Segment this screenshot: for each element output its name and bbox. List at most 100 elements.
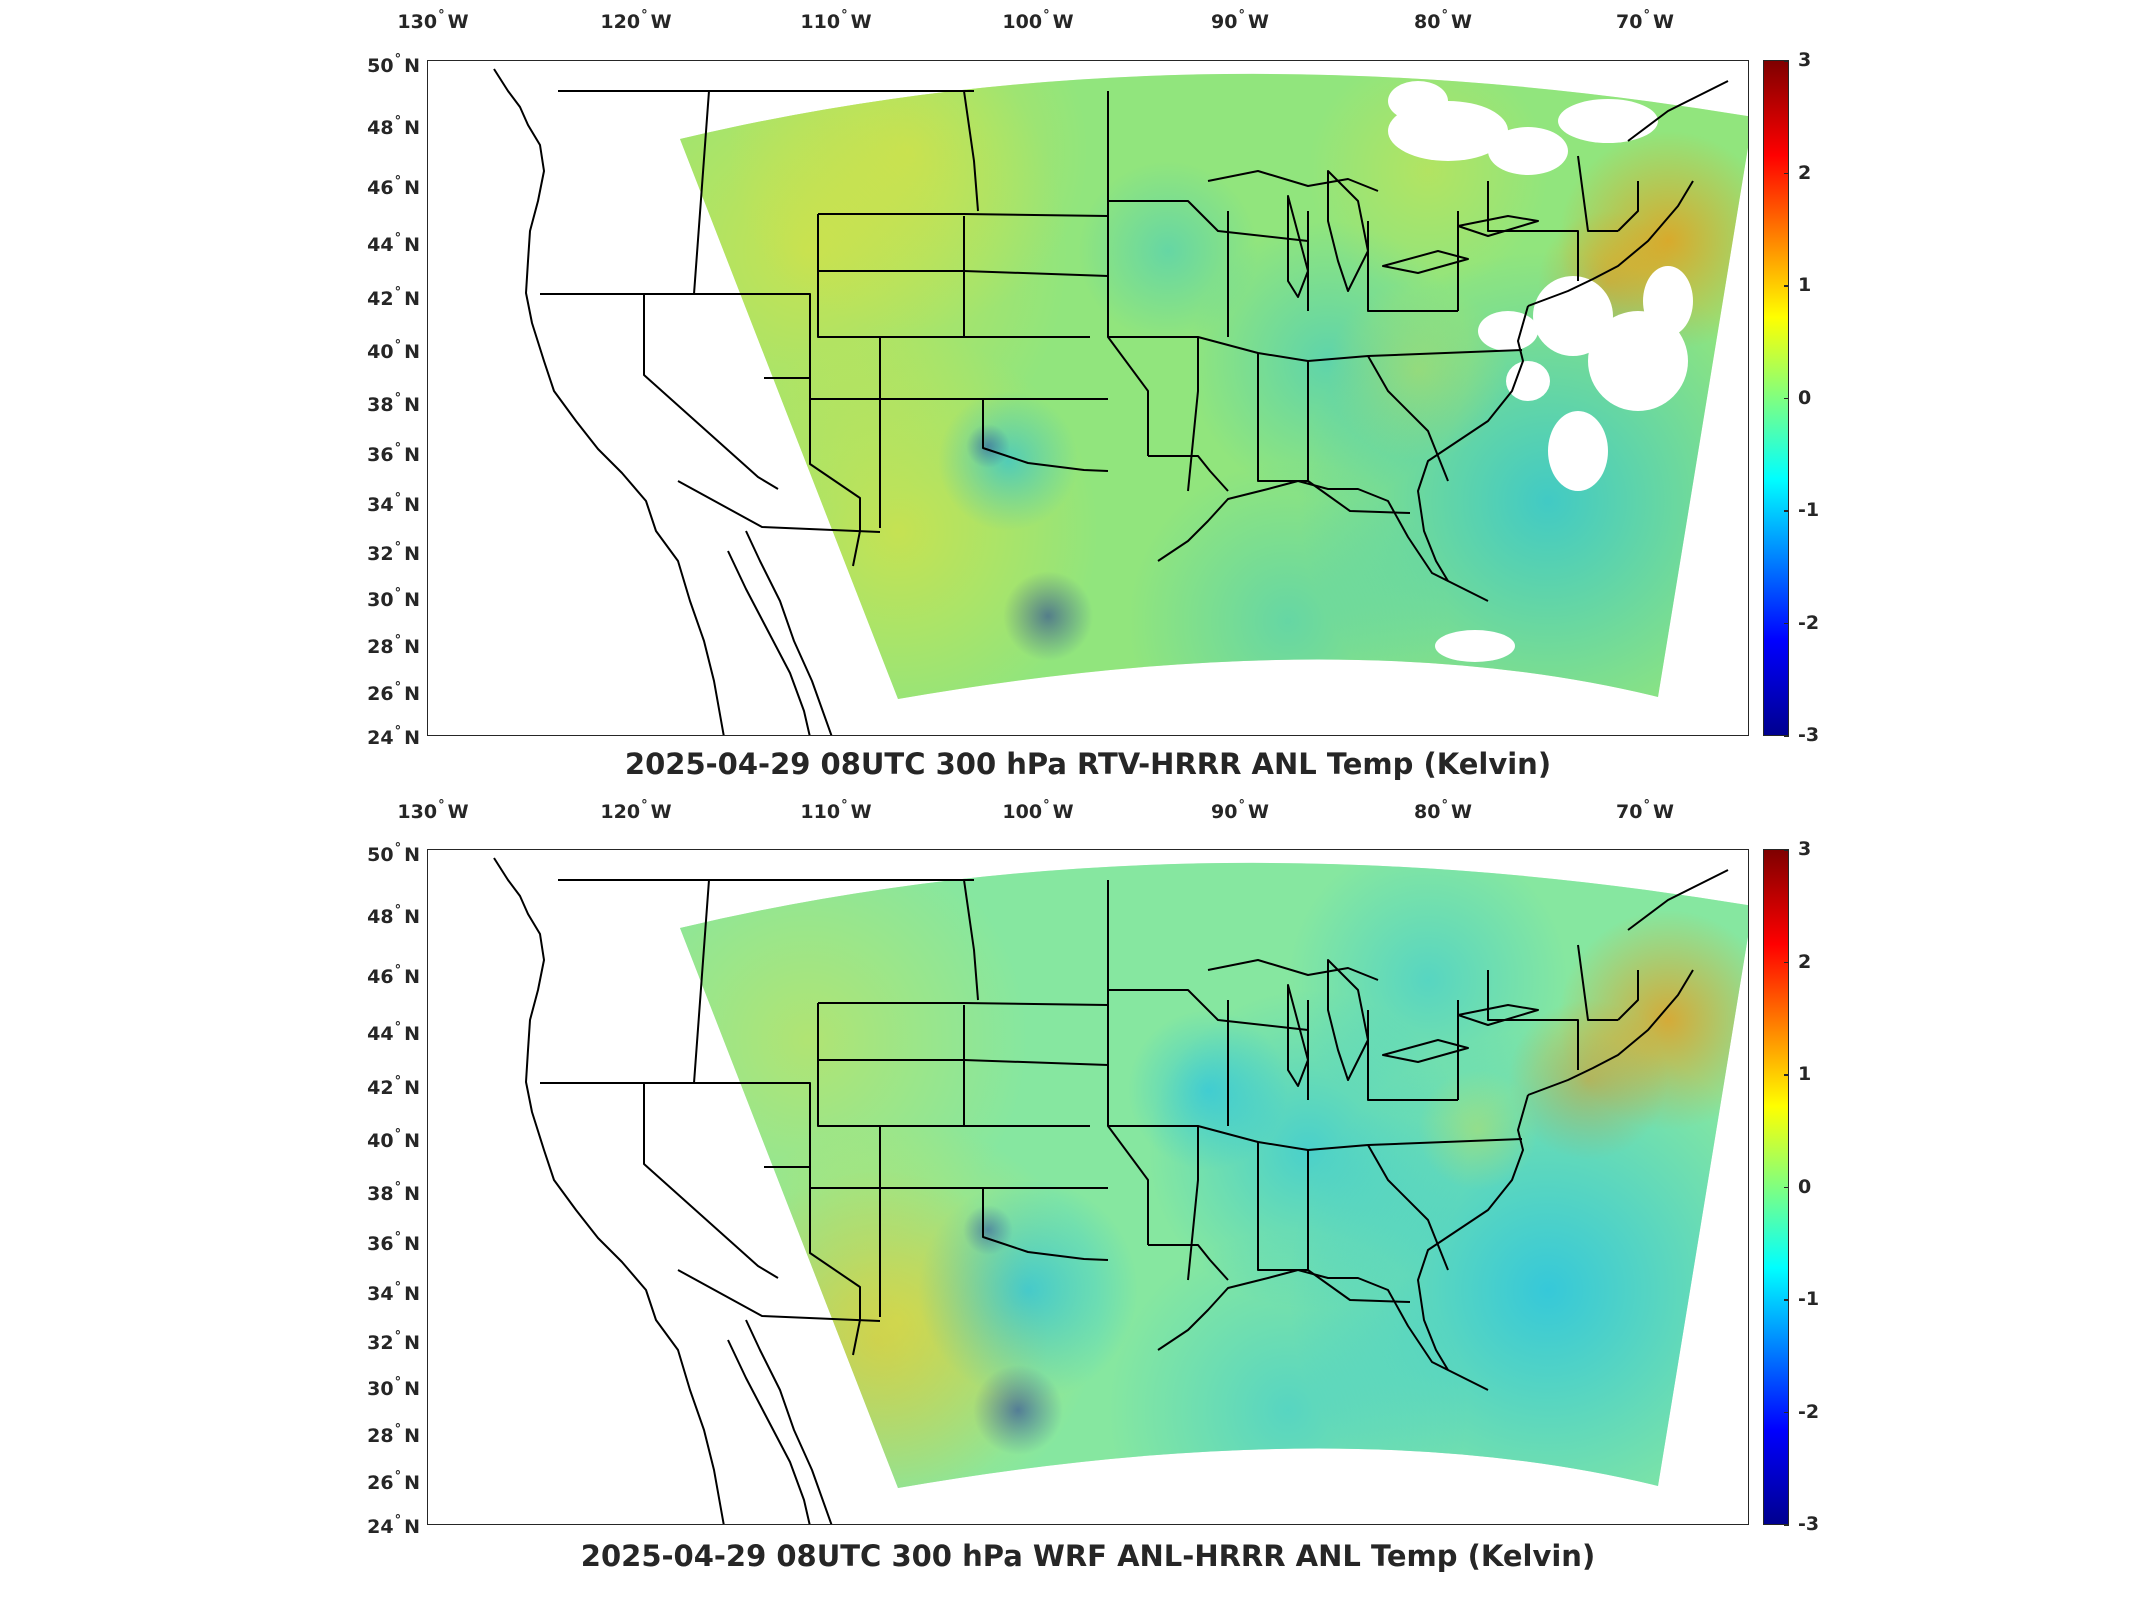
longitude-label: 70° W (1616, 798, 1674, 823)
colorbar-tick-mark (1784, 735, 1789, 737)
latitude-label: 40° N (330, 338, 420, 363)
lat-hemisphere: N (404, 727, 420, 749)
lat-hemisphere: N (404, 494, 420, 516)
lat-value: 36 (367, 444, 394, 466)
colorbar-tick-label: 3 (1798, 838, 1812, 860)
colorbar-tick-mark (1784, 285, 1789, 287)
map-plot-area (427, 60, 1749, 736)
map-svg (493, 68, 1748, 735)
longitude-label: 130° W (397, 8, 468, 33)
degree-symbol: ° (394, 1280, 402, 1295)
lat-value: 32 (367, 543, 394, 565)
colorbar-tick-mark (1784, 1186, 1789, 1188)
latitude-label: 34° N (330, 1280, 420, 1305)
missing-data-patch (1643, 266, 1693, 336)
degree-symbol: ° (394, 1513, 402, 1528)
colorbar-tick-mark (1784, 961, 1789, 963)
colorbar-tick-label: 0 (1798, 1175, 1812, 1198)
lon-hemisphere: W (1247, 11, 1269, 33)
missing-data-patch (1558, 99, 1658, 143)
longitude-label: 120° W (600, 798, 671, 823)
lat-hemisphere: N (404, 117, 420, 139)
lat-value: 50 (367, 844, 394, 866)
degree-symbol: ° (841, 798, 848, 813)
lat-hemisphere: N (404, 966, 420, 988)
colorbar-tick-label: 2 (1798, 950, 1812, 973)
lat-value: 26 (367, 1472, 394, 1494)
degree-symbol: ° (394, 285, 402, 300)
lat-value: 24 (367, 727, 394, 749)
degree-symbol: ° (841, 8, 848, 23)
lat-value: 38 (367, 1183, 394, 1205)
lon-hemisphere: W (850, 11, 872, 33)
latitude-label: 44° N (330, 1020, 420, 1045)
latitude-label: 30° N (330, 586, 420, 611)
lat-value: 32 (367, 1332, 394, 1354)
latitude-label: 48° N (330, 114, 420, 139)
lat-value: 38 (367, 394, 394, 416)
degree-symbol: ° (394, 633, 402, 648)
lat-value: 34 (367, 1283, 394, 1305)
latitude-label: 24° N (330, 1513, 420, 1538)
lat-value: 44 (367, 234, 394, 256)
colorbar-tick-label: -1 (1798, 499, 1820, 521)
missing-data-patch (1506, 361, 1550, 401)
colorbar-tick-label: 0 (1798, 386, 1812, 409)
map-plot-area (427, 849, 1749, 1525)
latitude-label: 26° N (330, 1469, 420, 1494)
degree-symbol: ° (394, 1329, 402, 1344)
latitude-label: 24° N (330, 724, 420, 749)
degree-symbol: ° (394, 1180, 402, 1195)
lat-hemisphere: N (404, 1472, 420, 1494)
lat-hemisphere: N (404, 1516, 420, 1538)
degree-symbol: ° (394, 114, 402, 129)
lat-hemisphere: N (404, 543, 420, 565)
colorbar-tick-label: 2 (1798, 161, 1812, 184)
colorbar-tick-mark (1784, 1074, 1789, 1076)
degree-symbol: ° (1643, 798, 1650, 813)
degree-symbol: ° (1238, 798, 1245, 813)
lat-hemisphere: N (404, 1378, 420, 1400)
lon-value: 90 (1211, 11, 1238, 33)
longitude-label: 110° W (800, 798, 871, 823)
latitude-label: 46° N (330, 963, 420, 988)
colorbar-tick-label: -3 (1798, 1513, 1820, 1535)
lat-value: 30 (367, 589, 394, 611)
degree-symbol: ° (1441, 8, 1448, 23)
latitude-label: 34° N (330, 491, 420, 516)
lon-value: 70 (1616, 11, 1643, 33)
longitude-label: 130° W (397, 798, 468, 823)
lon-hemisphere: W (1052, 801, 1074, 823)
lon-value: 80 (1414, 801, 1441, 823)
lon-hemisphere: W (447, 801, 469, 823)
colorbar-tick-mark (1784, 60, 1789, 62)
lat-value: 48 (367, 906, 394, 928)
lon-hemisphere: W (1247, 801, 1269, 823)
degree-symbol: ° (394, 963, 402, 978)
lat-value: 42 (367, 1077, 394, 1099)
latitude-label: 36° N (330, 441, 420, 466)
lat-value: 46 (367, 966, 394, 988)
lat-hemisphere: N (404, 1283, 420, 1305)
colorbar-tick-label: 1 (1798, 274, 1812, 296)
degree-symbol: ° (394, 1230, 402, 1245)
degree-symbol: ° (394, 540, 402, 555)
degree-symbol: ° (394, 441, 402, 456)
longitude-label: 120° W (600, 8, 671, 33)
lat-value: 50 (367, 55, 394, 77)
lat-hemisphere: N (404, 1077, 420, 1099)
lat-hemisphere: N (404, 444, 420, 466)
degree-symbol: ° (394, 391, 402, 406)
state-and-coast-outlines (493, 857, 1729, 1524)
colorbar-tick-label: -1 (1798, 1288, 1820, 1310)
degree-symbol: ° (394, 680, 402, 695)
latitude-label: 38° N (330, 391, 420, 416)
lon-value: 130 (397, 11, 438, 33)
lon-value: 130 (397, 801, 438, 823)
lon-value: 100 (1002, 801, 1043, 823)
colorbar-tick-label: -2 (1798, 611, 1820, 634)
lon-hemisphere: W (650, 801, 672, 823)
latitude-label: 50° N (330, 52, 420, 77)
state-and-coast-outlines (493, 68, 1729, 735)
lat-hemisphere: N (404, 288, 420, 310)
